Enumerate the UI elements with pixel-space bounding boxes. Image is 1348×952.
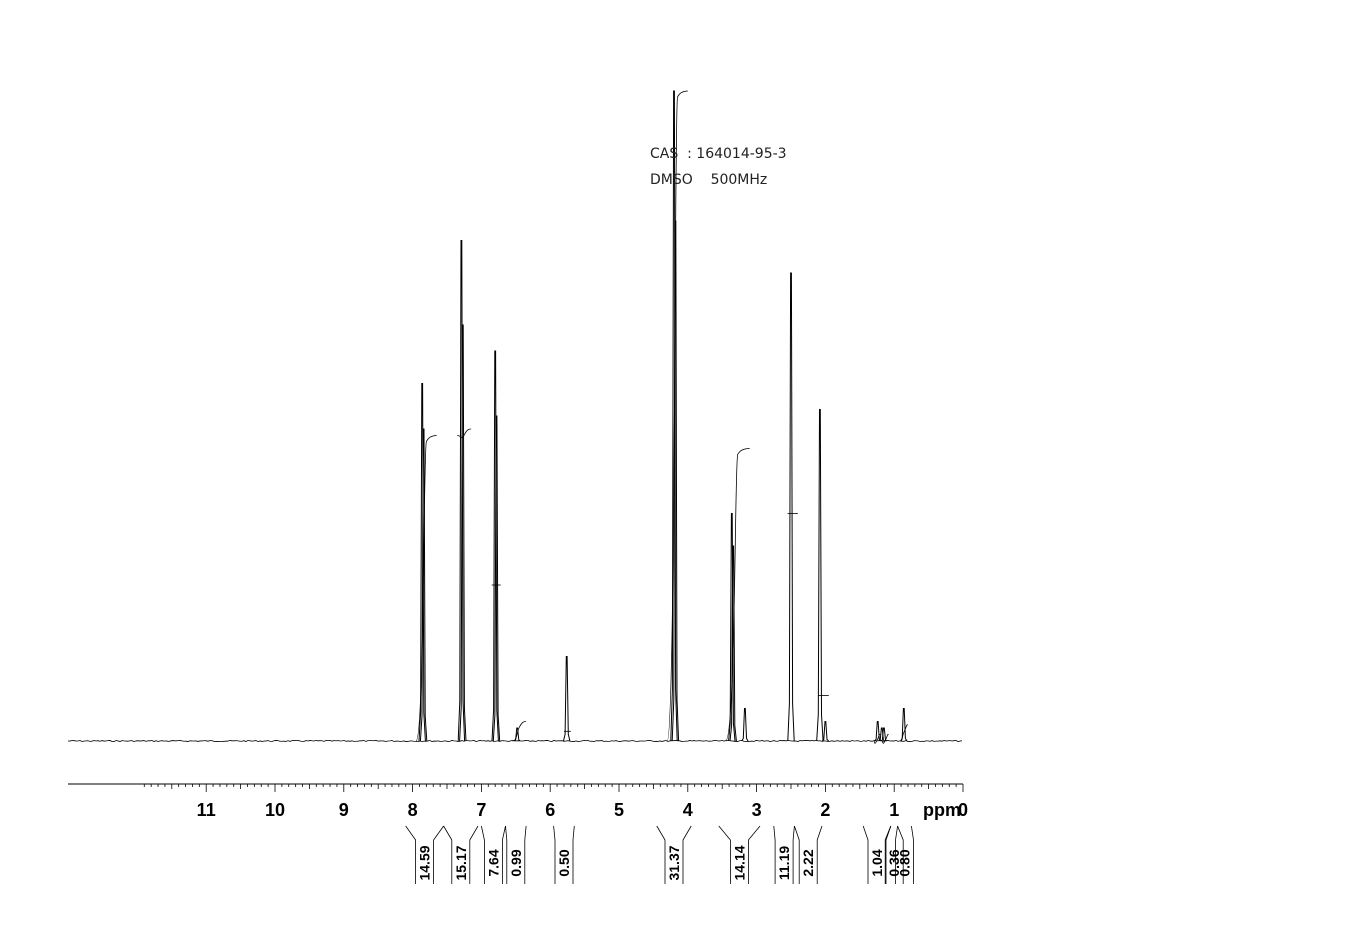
integral-value: 0.80: [897, 849, 913, 876]
integral-curve: [873, 734, 881, 744]
integral-curve: [512, 721, 527, 742]
spectrum-peak: [787, 272, 795, 742]
x-tick-label: 8: [408, 800, 418, 820]
spectrum-peak: [513, 727, 521, 742]
integral-value: 1.04: [869, 849, 885, 876]
integral-curve: [900, 724, 909, 742]
integral-value: 0.36: [886, 849, 902, 876]
spectrum-peak: [816, 409, 824, 742]
integral-value: 14.14: [731, 845, 747, 880]
solvent-frequency-annotation: DMSO 500MHz: [650, 172, 768, 188]
spectrum-peak: [900, 708, 908, 742]
spectrum-peak: [457, 240, 466, 742]
integral-value: 0.99: [508, 849, 524, 876]
spectrum-peak: [418, 383, 426, 742]
x-tick-label: 10: [265, 800, 285, 820]
integral-value: 15.17: [453, 845, 469, 880]
x-tick-label: 2: [820, 800, 830, 820]
x-axis-label: ppm: [923, 800, 961, 820]
integral-value: 0.50: [556, 849, 572, 876]
integral-bracket: [884, 825, 904, 884]
x-tick-label: 9: [339, 800, 349, 820]
integral-curve: [666, 90, 688, 742]
x-tick-label: 11: [197, 800, 216, 820]
integral-value: 2.22: [800, 849, 816, 876]
spectrum-peak: [729, 545, 737, 742]
spectrum-peak: [491, 350, 499, 742]
integral-curve: [457, 428, 472, 439]
integral-value: 7.64: [485, 849, 501, 876]
spectrum-peak: [874, 721, 882, 742]
spectrum-peak: [728, 513, 736, 742]
x-tick-label: 3: [752, 800, 762, 820]
integral-bracket: [481, 825, 506, 884]
integral-value: 11.19: [776, 846, 792, 880]
x-tick-label: 0: [958, 800, 968, 820]
integral-curve: [415, 435, 437, 742]
cas-annotation: CAS : 164014-95-3: [650, 146, 787, 162]
spectrum-peak: [459, 324, 467, 742]
integral-bracket: [656, 825, 692, 884]
spectrum-peak: [563, 656, 571, 742]
x-tick-label: 5: [614, 800, 624, 820]
integral-bracket: [773, 825, 795, 884]
integral-bracket: [553, 825, 575, 884]
spectrum-peak: [878, 727, 886, 742]
integral-bracket: [505, 825, 527, 884]
integral-bracket: [794, 825, 823, 884]
integral-bracket: [405, 825, 444, 884]
integral-curve: [725, 448, 750, 742]
integral-bracket: [718, 825, 761, 884]
spectrum-peak: [821, 721, 829, 742]
x-tick-label: 7: [476, 800, 486, 820]
spectrum-peak: [741, 708, 749, 742]
spectrum-peak: [670, 90, 678, 742]
x-tick-label: 6: [545, 800, 555, 820]
spectrum-peak: [492, 415, 501, 742]
x-tick-label: 4: [683, 800, 693, 820]
integral-value: 31.37: [666, 845, 682, 880]
x-tick-label: 1: [889, 800, 899, 820]
integral-bracket: [443, 825, 479, 884]
integral-curve: [881, 734, 889, 744]
integral-bracket: [895, 825, 914, 884]
integral-value: 14.59: [417, 845, 433, 880]
spectrum-peak: [419, 428, 428, 742]
